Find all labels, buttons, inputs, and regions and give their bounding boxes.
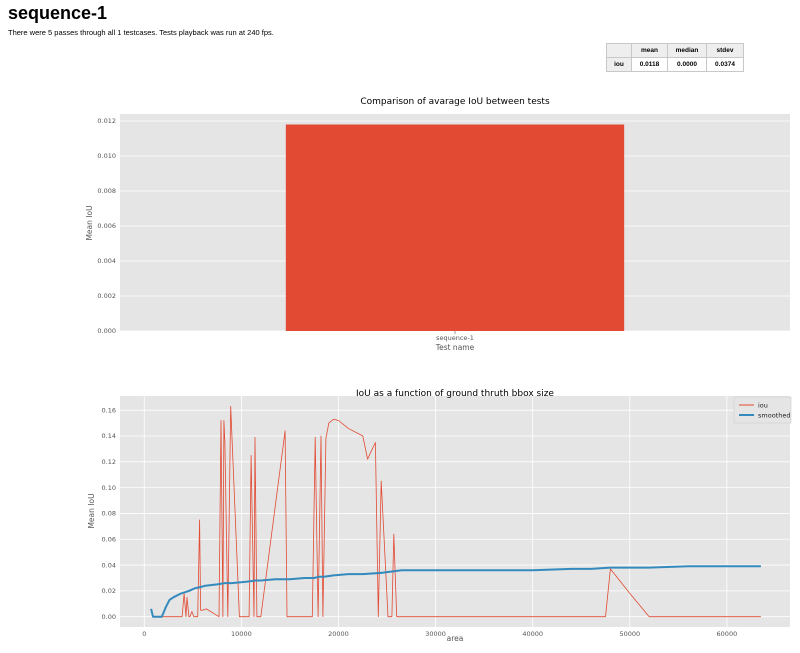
bar-chart-y-tick-label: 0.002 <box>97 292 116 300</box>
line-chart-y-label: Mean IoU <box>87 493 96 528</box>
line-chart-y-tick-label: 0.16 <box>102 406 116 414</box>
stats-median-value: 0.0000 <box>667 57 707 72</box>
line-chart-y-tick-label: 0.06 <box>102 535 116 543</box>
legend-smoothed-label: smoothed <box>758 412 790 420</box>
line-chart-x-tick-label: 60000 <box>717 630 738 638</box>
bar-chart-y-tick-label: 0.006 <box>97 222 116 230</box>
line-chart-title: IoU as a function of ground thruth bbox … <box>356 389 554 399</box>
line-chart: 0.00 0.02 0.04 0.06 0.08 0.10 0.12 0.14 0.16 0 10… <box>87 389 792 643</box>
bar-chart-title: Comparison of avarage IoU between tests <box>360 97 550 107</box>
line-chart-x-tick-label: 30000 <box>425 630 446 638</box>
line-chart-x-label: area <box>447 634 464 643</box>
stats-table: mean median stdev iou 0.0118 0.0000 0.03… <box>606 43 744 72</box>
line-chart-legend: iou smoothed <box>733 396 792 424</box>
line-chart-gridlines <box>120 396 790 627</box>
series-line-iou <box>150 405 761 618</box>
stats-row-iou: iou 0.0118 0.0000 0.0374 <box>606 57 744 72</box>
line-chart-y-tick-label: 0.04 <box>102 561 116 569</box>
stats-header-stdev: stdev <box>706 43 744 58</box>
stats-stdev-value: 0.0374 <box>706 57 744 72</box>
line-chart-x-tick-label: 10000 <box>231 630 252 638</box>
stats-header-mean: mean <box>631 43 668 58</box>
legend-iou-label: iou <box>758 402 768 410</box>
bar-chart-x-ticks: sequence-1 <box>436 331 474 342</box>
legend-box <box>733 396 792 424</box>
line-chart-x-tick-label: 0 <box>142 630 146 638</box>
bar-chart-y-tick-label: 0.010 <box>97 152 116 160</box>
bar-chart-x-tick-label: sequence-1 <box>436 334 474 342</box>
stats-header-blank <box>606 43 632 58</box>
line-chart-y-ticks: 0.00 0.02 0.04 0.06 0.08 0.10 0.12 0.14 0.16 <box>102 406 116 620</box>
bar-chart-y-ticks: 0.000 0.002 0.004 0.006 0.008 0.010 0.012 <box>97 117 116 335</box>
stats-header-row: mean median stdev <box>606 43 744 58</box>
bar-chart-y-tick-label: 0.012 <box>97 117 116 125</box>
summary-text: There were 5 passes through all 1 testca… <box>8 28 274 37</box>
bar-chart-x-label: Test name <box>435 343 475 352</box>
bar-sequence-1 <box>285 124 625 331</box>
bar-chart: 0.000 0.002 0.004 0.006 0.008 0.010 0.012 sequ… <box>85 97 790 352</box>
bar-chart-y-tick-label: 0.004 <box>97 257 116 265</box>
series-line-smoothed <box>150 565 761 618</box>
line-chart-y-tick-label: 0.14 <box>102 432 116 440</box>
line-chart-x-tick-label: 40000 <box>522 630 543 638</box>
bar-chart-y-label: Mean IoU <box>85 205 94 240</box>
line-chart-y-tick-label: 0.10 <box>102 484 116 492</box>
stats-row-label: iou <box>606 57 632 72</box>
bar-chart-bars <box>285 124 625 331</box>
stats-header-median: median <box>667 43 707 58</box>
line-chart-x-tick-label: 20000 <box>328 630 349 638</box>
line-chart-x-tick-label: 50000 <box>619 630 640 638</box>
line-chart-x-ticks: 0 10000 20000 30000 40000 50000 60000 <box>142 630 737 638</box>
line-chart-series <box>150 405 761 618</box>
line-chart-y-tick-label: 0.02 <box>102 587 116 595</box>
line-chart-y-tick-label: 0.00 <box>102 613 116 621</box>
bar-chart-y-tick-label: 0.008 <box>97 187 116 195</box>
line-chart-y-tick-label: 0.08 <box>102 510 116 518</box>
page-title: sequence-1 <box>8 3 108 23</box>
stats-mean-value: 0.0118 <box>631 57 668 72</box>
bar-chart-y-tick-label: 0.000 <box>97 327 116 335</box>
line-chart-y-tick-label: 0.12 <box>102 458 116 466</box>
